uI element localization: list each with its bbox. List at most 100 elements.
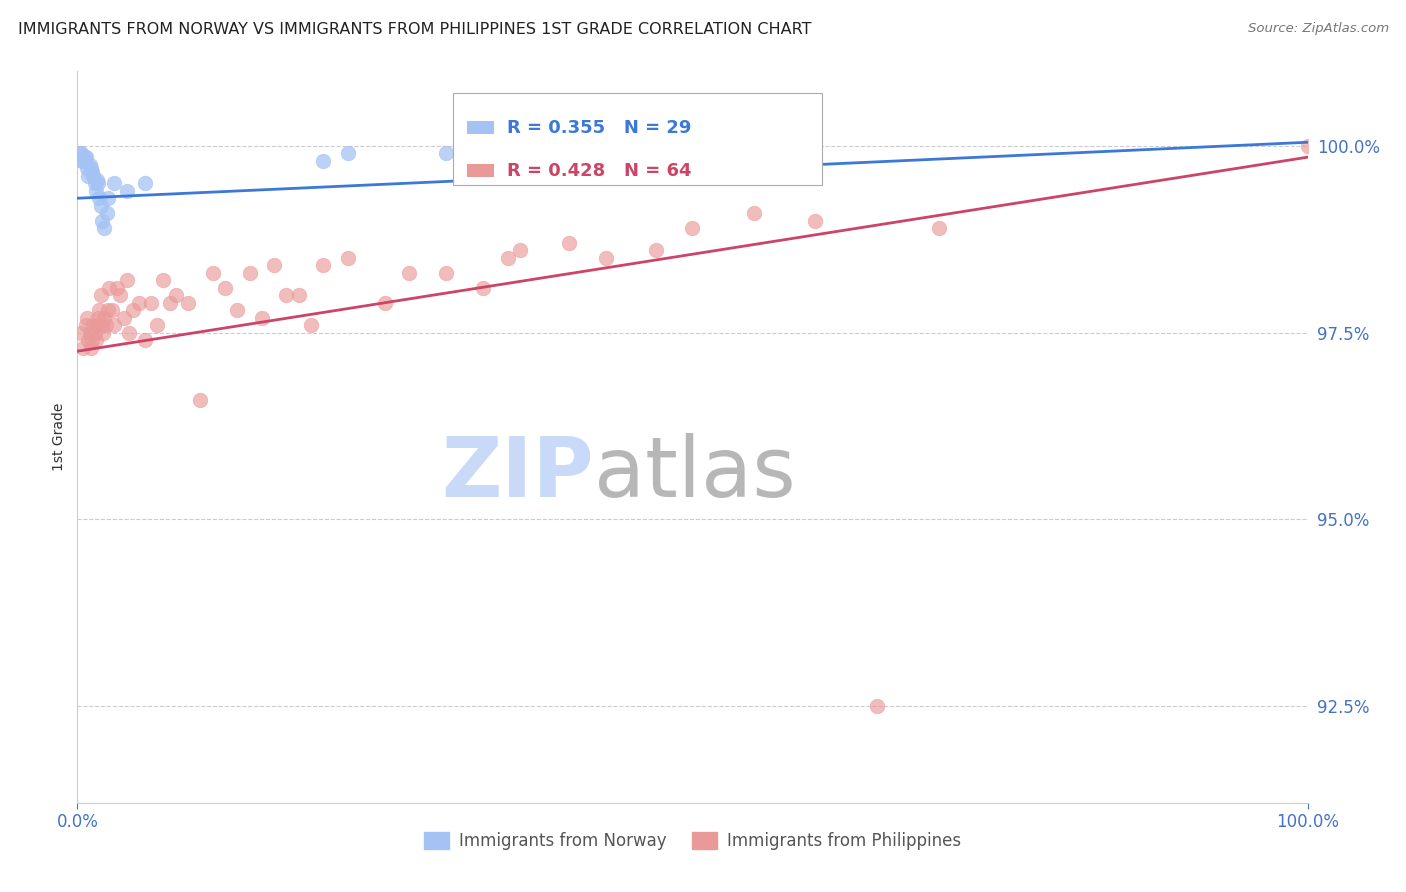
FancyBboxPatch shape — [467, 164, 495, 178]
Point — [115, 184, 138, 198]
Point — [436, 146, 458, 161]
Point — [188, 392, 212, 407]
Point — [118, 326, 141, 340]
Point — [79, 158, 101, 172]
Point — [128, 295, 150, 310]
Point — [682, 221, 704, 235]
Point — [115, 273, 138, 287]
Point — [146, 318, 169, 332]
Point — [87, 310, 110, 325]
Text: Source: ZipAtlas.com: Source: ZipAtlas.com — [1249, 22, 1389, 36]
Point — [398, 266, 420, 280]
Point — [337, 146, 360, 161]
FancyBboxPatch shape — [467, 120, 495, 135]
Point — [103, 177, 125, 191]
Point — [70, 146, 93, 161]
Point — [263, 259, 285, 273]
Point — [595, 251, 617, 265]
Point — [75, 150, 97, 164]
Point — [80, 341, 103, 355]
Text: R = 0.355   N = 29: R = 0.355 N = 29 — [506, 119, 692, 137]
Point — [177, 295, 200, 310]
Point — [337, 251, 360, 265]
Point — [928, 221, 950, 235]
Point — [141, 295, 163, 310]
Legend: Immigrants from Norway, Immigrants from Philippines: Immigrants from Norway, Immigrants from … — [418, 825, 967, 856]
Point — [70, 326, 93, 340]
Text: atlas: atlas — [595, 434, 796, 514]
Point — [90, 288, 112, 302]
Point — [90, 213, 114, 227]
Point — [86, 318, 108, 332]
Point — [84, 333, 107, 347]
Point — [93, 221, 115, 235]
Point — [644, 244, 666, 258]
Point — [804, 213, 827, 227]
Point — [558, 235, 581, 250]
Point — [134, 333, 156, 347]
Y-axis label: 1st Grade: 1st Grade — [52, 403, 66, 471]
Point — [90, 318, 114, 332]
Point — [82, 169, 104, 183]
Point — [276, 288, 298, 302]
Point — [239, 266, 262, 280]
Point — [69, 146, 91, 161]
Point — [76, 310, 98, 325]
Point — [201, 266, 224, 280]
Point — [79, 326, 101, 340]
Point — [214, 281, 236, 295]
Point — [374, 295, 396, 310]
Point — [866, 698, 889, 713]
Point — [94, 318, 117, 332]
Point — [82, 333, 104, 347]
Point — [165, 288, 187, 302]
Point — [1296, 139, 1319, 153]
Point — [89, 303, 111, 318]
Point — [82, 318, 104, 332]
Point — [91, 326, 114, 340]
Point — [72, 341, 94, 355]
Point — [112, 310, 135, 325]
Point — [72, 153, 94, 168]
Point — [299, 318, 322, 332]
Point — [87, 177, 110, 191]
Point — [96, 206, 118, 220]
Point — [105, 281, 128, 295]
Point — [83, 326, 105, 340]
Point — [436, 266, 458, 280]
Point — [90, 199, 112, 213]
Point — [509, 244, 531, 258]
Point — [742, 206, 765, 220]
Text: ZIP: ZIP — [441, 434, 595, 514]
Point — [97, 191, 120, 205]
Point — [472, 281, 495, 295]
Point — [103, 318, 125, 332]
Point — [159, 295, 181, 310]
Point — [97, 303, 120, 318]
Point — [226, 303, 249, 318]
Point — [89, 191, 111, 205]
Point — [804, 139, 827, 153]
Point — [84, 184, 107, 198]
Point — [101, 303, 124, 318]
Point — [134, 177, 156, 191]
Point — [86, 172, 108, 186]
Point — [80, 161, 103, 176]
Point — [250, 310, 273, 325]
Text: R = 0.428   N = 64: R = 0.428 N = 64 — [506, 162, 692, 180]
FancyBboxPatch shape — [453, 94, 821, 185]
Point — [93, 310, 115, 325]
Point — [77, 333, 100, 347]
Point — [83, 177, 105, 191]
Point — [312, 153, 335, 168]
Point — [98, 281, 121, 295]
Point — [152, 273, 174, 287]
Point — [77, 169, 100, 183]
Point — [121, 303, 143, 318]
Point — [110, 288, 132, 302]
Point — [76, 161, 98, 176]
Point — [70, 153, 93, 168]
Point — [73, 150, 96, 164]
Text: IMMIGRANTS FROM NORWAY VS IMMIGRANTS FROM PHILIPPINES 1ST GRADE CORRELATION CHAR: IMMIGRANTS FROM NORWAY VS IMMIGRANTS FRO… — [18, 22, 811, 37]
Point — [82, 165, 104, 179]
